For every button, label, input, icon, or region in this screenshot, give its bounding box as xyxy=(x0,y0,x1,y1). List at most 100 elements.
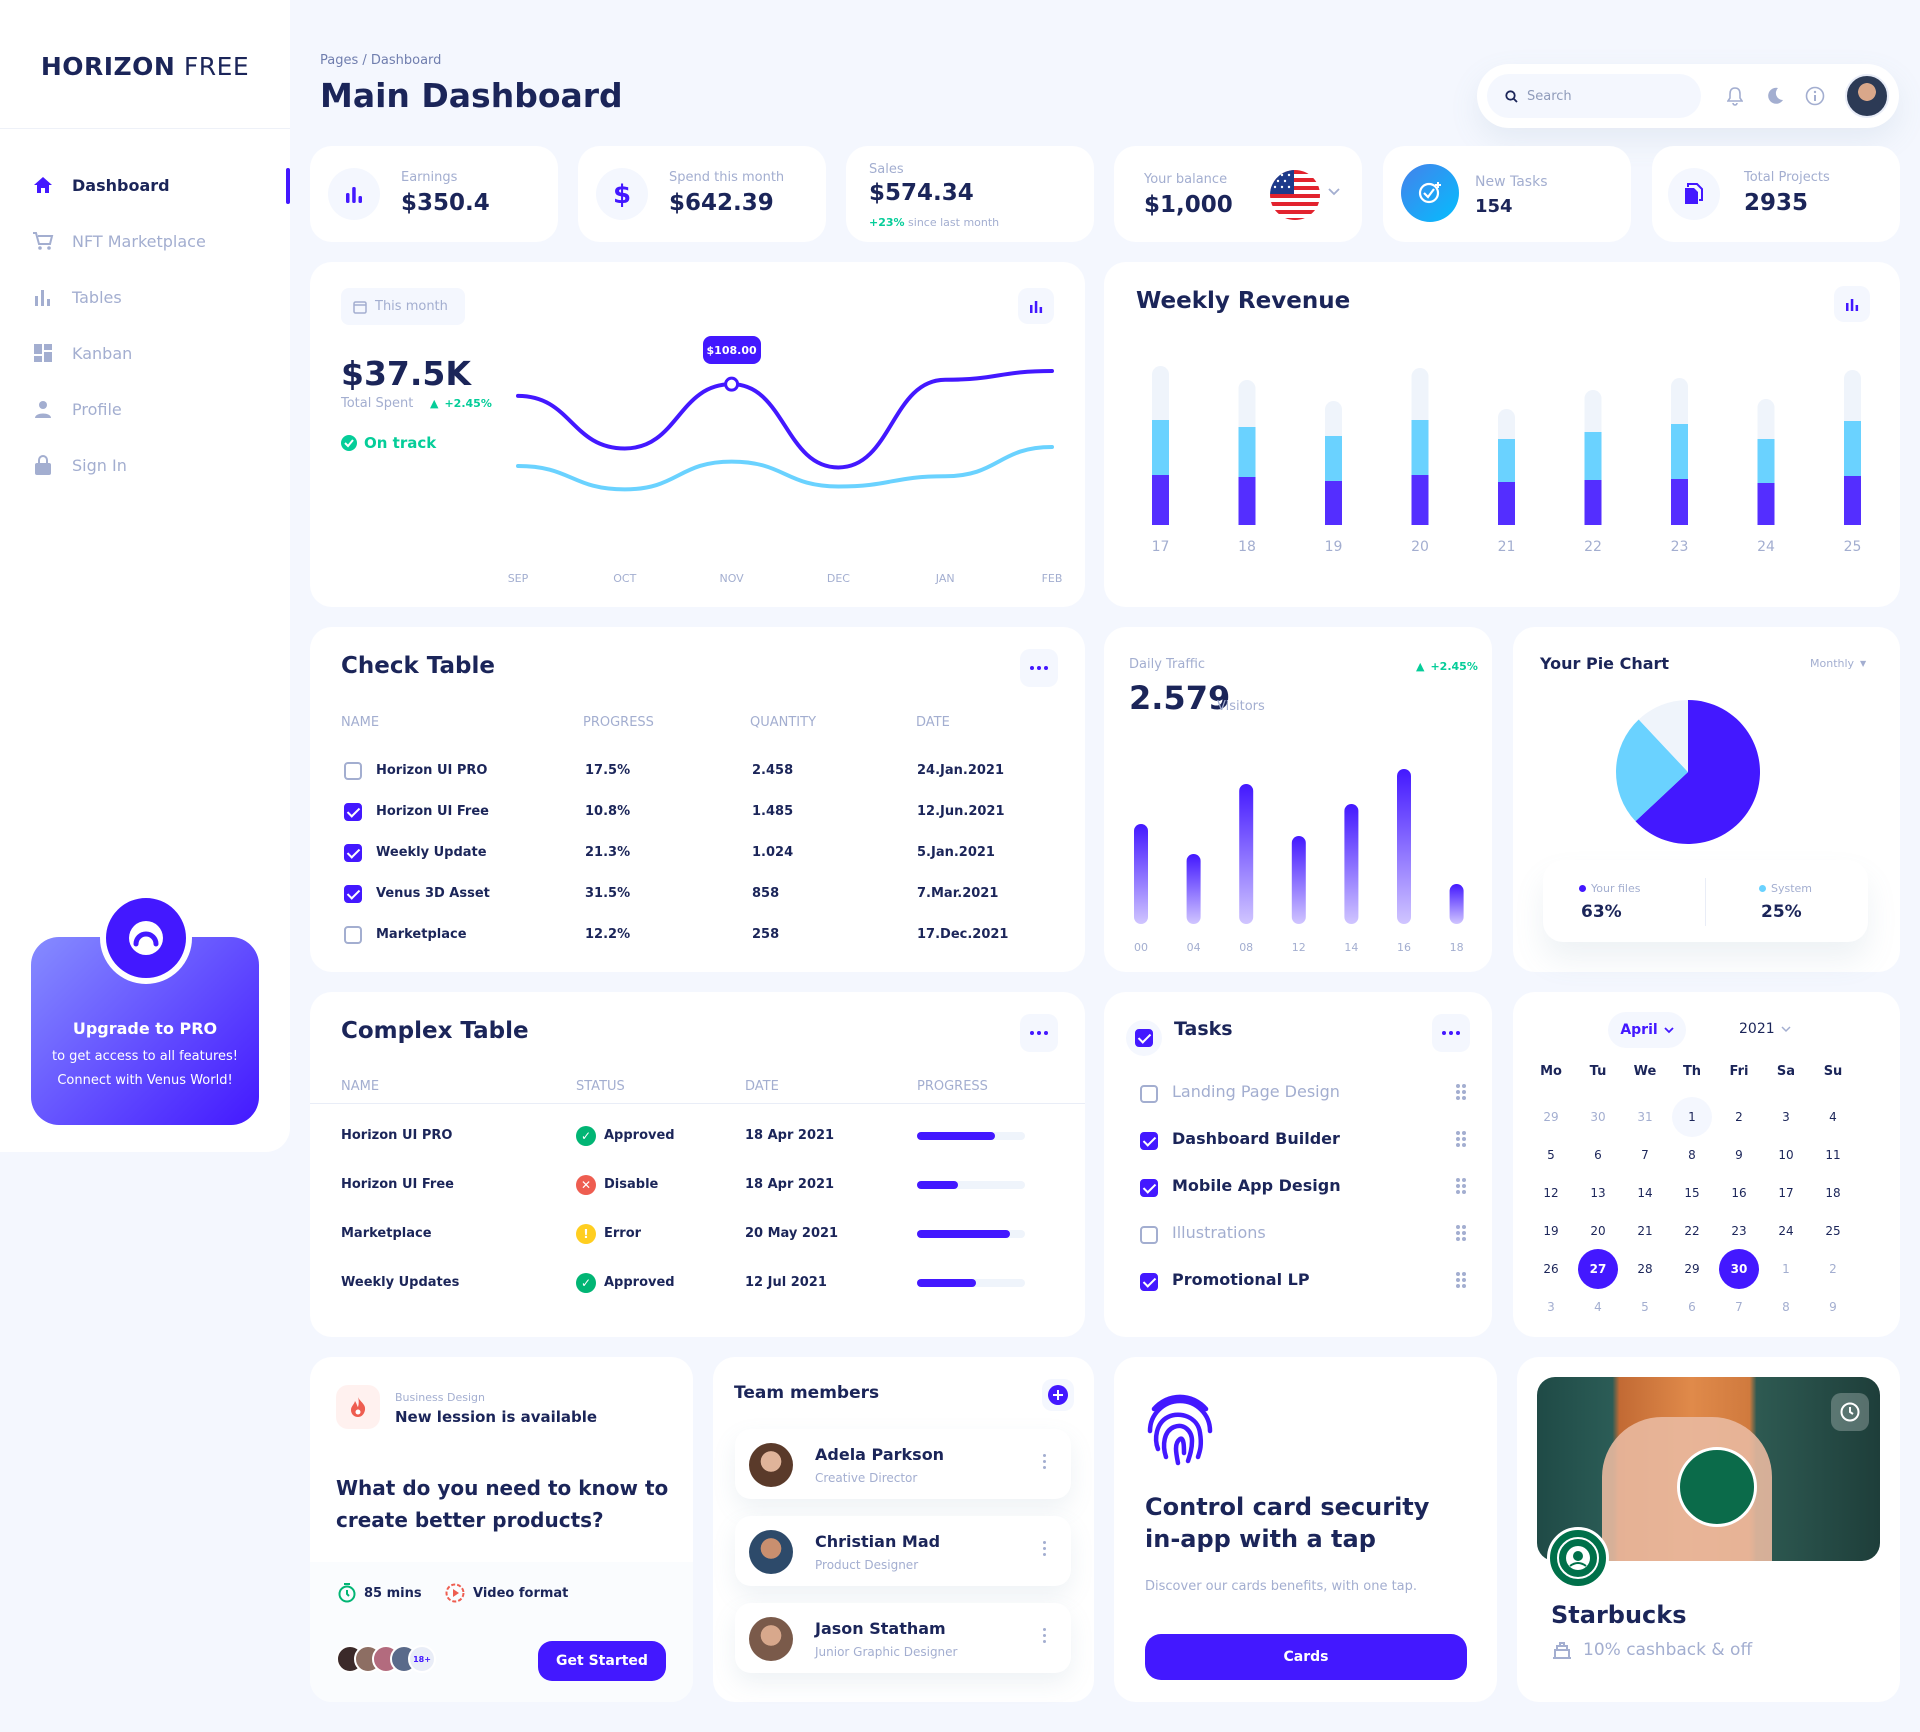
month-selector[interactable]: April xyxy=(1608,1012,1686,1048)
calendar-day[interactable]: 10 xyxy=(1778,1148,1794,1162)
calendar-day[interactable]: 6 xyxy=(1688,1300,1696,1314)
cards-button[interactable]: Cards xyxy=(1145,1634,1467,1680)
calendar-day[interactable]: 16 xyxy=(1731,1186,1747,1200)
row-checkbox[interactable] xyxy=(344,926,362,944)
avatar[interactable] xyxy=(1845,74,1889,118)
calendar-day[interactable]: 30 xyxy=(1590,1110,1606,1124)
breadcrumb[interactable]: Pages / Dashboard xyxy=(320,53,442,68)
sidebar-item-profile[interactable]: Profile xyxy=(32,393,282,425)
sidebar-item-dashboard[interactable]: Dashboard xyxy=(32,169,282,201)
sidebar-item-kanban[interactable]: Kanban xyxy=(32,337,282,369)
calendar-day[interactable]: 20 xyxy=(1590,1224,1606,1238)
sidebar-item-sign-in[interactable]: Sign In xyxy=(32,449,282,481)
task-item[interactable]: Promotional LP xyxy=(1136,1270,1466,1294)
calendar-day[interactable]: 2 xyxy=(1735,1110,1743,1124)
calendar-day[interactable]: 13 xyxy=(1590,1186,1606,1200)
calendar-day[interactable]: 30 xyxy=(1719,1249,1759,1289)
calendar-day[interactable]: 14 xyxy=(1637,1186,1653,1200)
calendar-day[interactable]: 29 xyxy=(1543,1110,1559,1124)
task-checkbox[interactable] xyxy=(1140,1132,1158,1150)
calendar-day[interactable]: 6 xyxy=(1594,1148,1602,1162)
calendar-day[interactable]: 1 xyxy=(1672,1097,1712,1137)
calendar-day[interactable]: 5 xyxy=(1547,1148,1555,1162)
calendar-day[interactable]: 29 xyxy=(1684,1262,1700,1276)
task-checkbox[interactable] xyxy=(1140,1226,1158,1244)
kebab-menu-icon[interactable] xyxy=(1043,1541,1047,1556)
task-item[interactable]: Landing Page Design xyxy=(1136,1082,1466,1106)
calendar-day[interactable]: 8 xyxy=(1688,1148,1696,1162)
drag-handle-icon[interactable] xyxy=(1456,1084,1466,1100)
calendar-day[interactable]: 8 xyxy=(1782,1300,1790,1314)
team-member-row[interactable]: Adela Parkson Creative Director xyxy=(735,1429,1071,1499)
calendar-day[interactable]: 21 xyxy=(1637,1224,1653,1238)
bell-icon[interactable] xyxy=(1723,84,1747,108)
team-member-row[interactable]: Jason Statham Junior Graphic Designer xyxy=(735,1603,1071,1673)
task-item[interactable]: Mobile App Design xyxy=(1136,1176,1466,1200)
kebab-menu-icon[interactable] xyxy=(1043,1628,1047,1643)
bar-chart-icon[interactable] xyxy=(1834,286,1870,322)
calendar-day[interactable]: 17 xyxy=(1778,1186,1794,1200)
calendar-day[interactable]: 26 xyxy=(1543,1262,1559,1276)
calendar-day[interactable]: 1 xyxy=(1782,1262,1790,1276)
drag-handle-icon[interactable] xyxy=(1456,1225,1466,1241)
bar-chart-icon[interactable] xyxy=(1018,288,1054,324)
calendar-day[interactable]: 18 xyxy=(1825,1186,1841,1200)
calendar-day[interactable]: 3 xyxy=(1547,1300,1555,1314)
task-item[interactable]: Illustrations xyxy=(1136,1223,1466,1247)
period-selector[interactable]: This month xyxy=(341,288,465,325)
calendar-day[interactable]: 7 xyxy=(1735,1300,1743,1314)
add-member-button[interactable] xyxy=(1042,1379,1074,1411)
more-menu-button[interactable] xyxy=(1020,1014,1058,1052)
team-member-row[interactable]: Christian Mad Product Designer xyxy=(735,1516,1071,1586)
drag-handle-icon[interactable] xyxy=(1456,1178,1466,1194)
calendar-day[interactable]: 4 xyxy=(1829,1110,1837,1124)
drag-handle-icon[interactable] xyxy=(1456,1131,1466,1147)
calendar-day[interactable]: 4 xyxy=(1594,1300,1602,1314)
traffic-bar xyxy=(1449,884,1464,924)
calendar-day[interactable]: 9 xyxy=(1735,1148,1743,1162)
calendar-day[interactable]: 25 xyxy=(1825,1224,1841,1238)
calendar-day[interactable]: 28 xyxy=(1637,1262,1653,1276)
calendar-day[interactable]: 22 xyxy=(1684,1224,1700,1238)
security-desc: Discover our cards benefits, with one ta… xyxy=(1145,1579,1418,1594)
task-checkbox[interactable] xyxy=(1140,1179,1158,1197)
chevron-down-icon[interactable] xyxy=(1328,188,1340,196)
year-selector[interactable]: 2021 xyxy=(1739,1021,1791,1037)
row-checkbox[interactable] xyxy=(344,762,362,780)
calendar-day[interactable]: 3 xyxy=(1782,1110,1790,1124)
stat-label: Earnings xyxy=(401,170,458,185)
sidebar-item-tables[interactable]: Tables xyxy=(32,281,282,313)
calendar-day[interactable]: 19 xyxy=(1543,1224,1559,1238)
calendar-day[interactable]: 27 xyxy=(1578,1249,1618,1289)
row-checkbox[interactable] xyxy=(344,844,362,862)
search-input[interactable]: Search xyxy=(1487,74,1701,118)
brand-logo[interactable]: HORIZON FREE xyxy=(0,52,290,81)
sidebar-item-nft-marketplace[interactable]: NFT Marketplace xyxy=(32,225,282,257)
calendar-day[interactable]: 5 xyxy=(1641,1300,1649,1314)
get-started-button[interactable]: Get Started xyxy=(538,1641,666,1681)
row-checkbox[interactable] xyxy=(344,885,362,903)
moon-icon[interactable] xyxy=(1763,84,1787,108)
calendar-day[interactable]: 9 xyxy=(1829,1300,1837,1314)
upgrade-card[interactable]: Upgrade to PRO to get access to all feat… xyxy=(31,892,259,1125)
drag-handle-icon[interactable] xyxy=(1456,1272,1466,1288)
calendar-day[interactable]: 23 xyxy=(1731,1224,1747,1238)
calendar-day[interactable]: 11 xyxy=(1825,1148,1841,1162)
task-item[interactable]: Dashboard Builder xyxy=(1136,1129,1466,1153)
task-checkbox[interactable] xyxy=(1140,1273,1158,1291)
calendar-day[interactable]: 7 xyxy=(1641,1148,1649,1162)
calendar-day[interactable]: 2 xyxy=(1829,1262,1837,1276)
task-checkbox[interactable] xyxy=(1140,1085,1158,1103)
calendar-day[interactable]: 15 xyxy=(1684,1186,1700,1200)
row-checkbox[interactable] xyxy=(344,803,362,821)
period-dropdown[interactable]: Monthly ▼ xyxy=(1810,657,1867,670)
kebab-menu-icon[interactable] xyxy=(1043,1454,1047,1469)
calendar-day[interactable]: 31 xyxy=(1637,1110,1653,1124)
calendar-day[interactable]: 12 xyxy=(1543,1186,1559,1200)
us-flag-icon[interactable] xyxy=(1270,170,1320,220)
more-menu-button[interactable] xyxy=(1020,649,1058,687)
more-menu-button[interactable] xyxy=(1432,1014,1470,1052)
info-icon[interactable] xyxy=(1803,84,1827,108)
calendar-day[interactable]: 24 xyxy=(1778,1224,1794,1238)
clock-icon[interactable] xyxy=(1831,1393,1869,1431)
